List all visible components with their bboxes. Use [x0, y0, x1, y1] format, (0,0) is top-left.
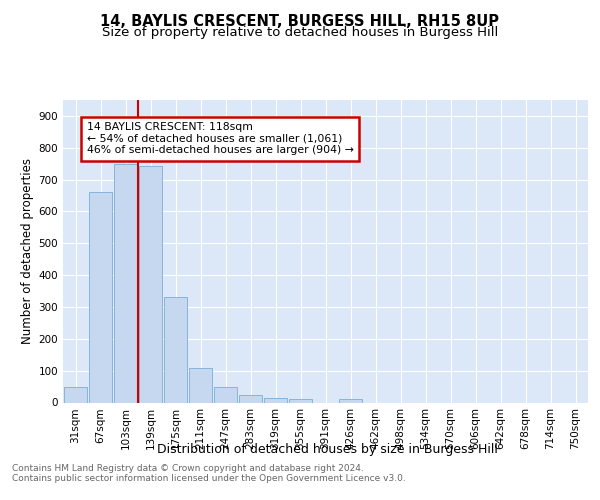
Bar — [289, 400, 312, 402]
Bar — [339, 400, 362, 402]
Bar — [114, 164, 137, 402]
Bar — [164, 298, 187, 403]
Bar — [64, 386, 87, 402]
Y-axis label: Number of detached properties: Number of detached properties — [22, 158, 34, 344]
Bar — [214, 386, 237, 402]
Text: Distribution of detached houses by size in Burgess Hill: Distribution of detached houses by size … — [157, 442, 497, 456]
Bar — [189, 368, 212, 402]
Bar — [89, 192, 112, 402]
Bar — [139, 166, 162, 402]
Text: Contains HM Land Registry data © Crown copyright and database right 2024.
Contai: Contains HM Land Registry data © Crown c… — [12, 464, 406, 483]
Text: 14, BAYLIS CRESCENT, BURGESS HILL, RH15 8UP: 14, BAYLIS CRESCENT, BURGESS HILL, RH15 … — [101, 14, 499, 29]
Bar — [239, 394, 262, 402]
Text: Size of property relative to detached houses in Burgess Hill: Size of property relative to detached ho… — [102, 26, 498, 39]
Bar — [264, 398, 287, 402]
Text: 14 BAYLIS CRESCENT: 118sqm
← 54% of detached houses are smaller (1,061)
46% of s: 14 BAYLIS CRESCENT: 118sqm ← 54% of deta… — [87, 122, 353, 156]
